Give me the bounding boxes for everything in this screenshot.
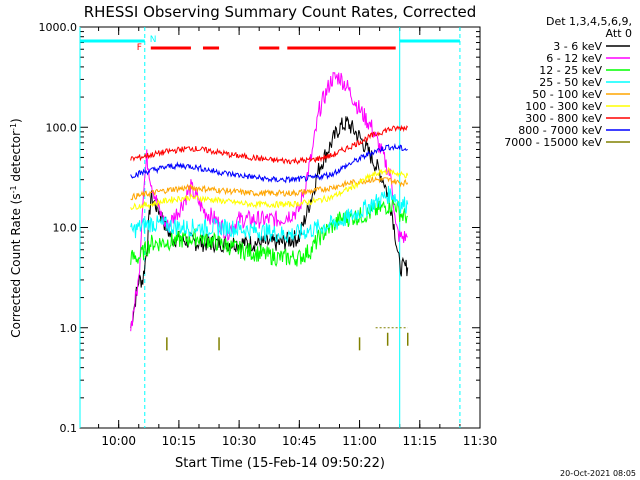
legend-label-3: 12 - 25 keV bbox=[539, 64, 602, 77]
plot-area: 0.1 1.0 10.0 100.0 1000.0 10:00 10:15 10:30 10:4… bbox=[39, 21, 498, 448]
y-tick-label: 100.0 bbox=[46, 121, 78, 134]
series-line-300-800-kev bbox=[130, 124, 409, 165]
legend-label-2: 6 - 12 keV bbox=[546, 52, 602, 65]
series-line-6-12-kev bbox=[130, 71, 409, 332]
legend-label-7: 300 - 800 keV bbox=[525, 112, 602, 125]
night-flag-label: N bbox=[150, 35, 157, 45]
legend-label-1: 3 - 6 keV bbox=[553, 40, 602, 53]
legend-label-9: 7000 - 15000 keV bbox=[504, 136, 602, 149]
y-tick-label: 1.0 bbox=[60, 322, 78, 335]
timestamp: 20-Oct-2021 08:05 bbox=[560, 469, 636, 478]
flare-flag-label: F bbox=[137, 43, 142, 53]
x-tick-label: 10:45 bbox=[282, 434, 317, 448]
legend-header-line-1: Det 1,3,4,5,6,9, bbox=[546, 15, 632, 28]
chart-title: RHESSI Observing Summary Count Rates, Co… bbox=[84, 3, 477, 21]
legend-label-6: 100 - 300 keV bbox=[525, 100, 602, 113]
legend-label-8: 800 - 7000 keV bbox=[518, 124, 602, 137]
x-tick-label: 10:00 bbox=[101, 434, 136, 448]
series-line-100-300-kev bbox=[130, 166, 409, 211]
legend-header-line-2: Att 0 bbox=[606, 27, 632, 40]
series-line-25-50-kev bbox=[130, 185, 409, 244]
x-tick-label: 11:00 bbox=[342, 434, 377, 448]
legend-label-5: 50 - 100 keV bbox=[532, 88, 602, 101]
x-axis-label: Start Time (15-Feb-14 09:50:22) bbox=[175, 456, 385, 471]
x-tick-label: 11:30 bbox=[463, 434, 498, 448]
y-axis-label: Corrected Count Rate (s-1 detector-1) bbox=[9, 118, 24, 337]
series-line-12-25-kev bbox=[130, 198, 409, 268]
series-line-800-7000-kev bbox=[130, 142, 408, 184]
x-tick-label: 10:30 bbox=[222, 434, 257, 448]
legend-label-4: 25 - 50 keV bbox=[539, 76, 602, 89]
x-tick-label: 11:15 bbox=[402, 434, 437, 448]
y-tick-label: 1000.0 bbox=[39, 21, 78, 34]
y-tick-label: 0.1 bbox=[60, 422, 78, 435]
x-tick-label: 10:15 bbox=[162, 434, 197, 448]
y-tick-label: 10.0 bbox=[53, 222, 78, 235]
